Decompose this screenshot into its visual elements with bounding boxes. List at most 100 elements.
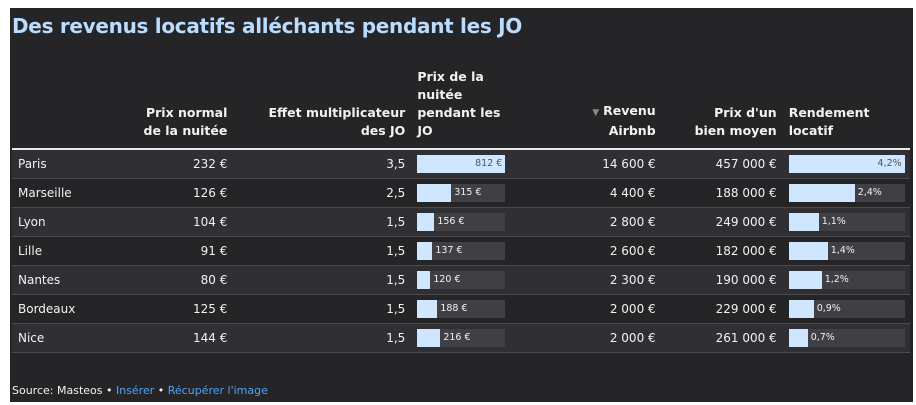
header-normal-price[interactable]: Prix normal de la nuitée: [127, 68, 234, 150]
header-yield[interactable]: Rendement locatif: [782, 68, 910, 150]
yield-label: 4,2%: [877, 157, 902, 169]
city-cell: Paris: [12, 149, 128, 179]
revenue-cell: 2 000 €: [550, 294, 662, 324]
jo-price: 188 €: [411, 294, 551, 324]
jo-price-track: 216 €: [417, 328, 506, 347]
header-city[interactable]: [12, 68, 128, 150]
jo-price: 315 €: [411, 178, 551, 208]
header-jo-price[interactable]: Prix de la nuitée pendant les JO: [411, 68, 551, 150]
yield-bar: [788, 154, 905, 173]
source-text: Source: Masteos: [12, 384, 103, 397]
footer-separator: •: [102, 384, 116, 397]
chart-title: Des revenus locatifs alléchants pendant …: [12, 14, 522, 38]
yield-track: 1,1%: [788, 212, 905, 231]
yield-bar: [788, 241, 828, 260]
yield-track: 1,4%: [788, 241, 905, 260]
yield: 1,4%: [782, 236, 910, 266]
multiplier-cell: 1,5: [233, 265, 412, 295]
sort-down-icon[interactable]: ▼: [592, 108, 600, 118]
yield: 1,2%: [782, 265, 910, 295]
download-image-link[interactable]: Récupérer l'image: [167, 384, 268, 397]
jo-price-track: 156 €: [417, 212, 506, 231]
normal-price-cell: 232 €: [127, 149, 234, 179]
jo-price-track: 315 €: [417, 183, 506, 202]
header-property-price[interactable]: Prix d'un bien moyen: [661, 68, 783, 150]
yield: 0,9%: [782, 294, 910, 324]
property-price-cell: 190 000 €: [661, 265, 783, 295]
jo-price: 812 €: [411, 149, 551, 179]
revenue-cell: 2 800 €: [550, 207, 662, 237]
header-revenue[interactable]: ▼ Revenu Airbnb: [550, 68, 662, 150]
yield-track: 4,2%: [788, 154, 905, 173]
city-cell: Lille: [12, 236, 128, 266]
yield-label: 1,4%: [830, 244, 855, 256]
jo-price: 216 €: [411, 323, 551, 353]
jo-price-track: 137 €: [417, 241, 506, 260]
yield-label: 0,7%: [810, 331, 835, 343]
yield-label: 2,4%: [857, 186, 882, 198]
normal-price-cell: 91 €: [127, 236, 234, 266]
jo-price-bar: [417, 328, 441, 347]
city-cell: Lyon: [12, 207, 128, 237]
data-table: Prix normal de la nuitée Effet multiplic…: [12, 68, 910, 353]
multiplier-cell: 1,5: [233, 294, 412, 324]
jo-price: 120 €: [411, 265, 551, 295]
yield-track: 2,4%: [788, 183, 905, 202]
table-row: Nantes 80 €1,5 120 € 2 300 €190 000 € 1,2%: [12, 265, 910, 295]
jo-price-label: 315 €: [454, 186, 482, 198]
table-row: Nice 144 €1,5 216 € 2 000 €261 000 € 0,7%: [12, 323, 910, 353]
normal-price-cell: 125 €: [127, 294, 234, 324]
jo-price-label: 216 €: [443, 331, 471, 343]
city-cell: Nice: [12, 323, 128, 353]
city-cell: Nantes: [12, 265, 128, 295]
jo-price-track: 120 €: [417, 270, 506, 289]
revenue-cell: 2 300 €: [550, 265, 662, 295]
table-row: Lille 91 €1,5 137 € 2 600 €182 000 € 1,4%: [12, 236, 910, 266]
property-price-cell: 188 000 €: [661, 178, 783, 208]
jo-price-bar: [417, 241, 433, 260]
yield: 0,7%: [782, 323, 910, 353]
yield-label: 1,2%: [824, 273, 849, 285]
yield-track: 1,2%: [788, 270, 905, 289]
yield: 1,1%: [782, 207, 910, 237]
table-row: Paris 232 €3,5 812 € 14 600 €457 000 € 4,2%: [12, 149, 910, 179]
yield-track: 0,7%: [788, 328, 905, 347]
yield-bar: [788, 299, 814, 318]
normal-price-cell: 126 €: [127, 178, 234, 208]
city-cell: Marseille: [12, 178, 128, 208]
multiplier-cell: 3,5: [233, 149, 412, 179]
city-cell: Bordeaux: [12, 294, 128, 324]
source-footer: Source: Masteos • Insérer • Récupérer l'…: [12, 384, 268, 397]
revenue-cell: 2 000 €: [550, 323, 662, 353]
jo-price-bar: [417, 183, 452, 202]
jo-price-label: 120 €: [433, 273, 461, 285]
normal-price-cell: 104 €: [127, 207, 234, 237]
jo-price-bar: [417, 299, 438, 318]
jo-price: 137 €: [411, 236, 551, 266]
table-row: Bordeaux 125 €1,5 188 € 2 000 €229 000 € 0,9…: [12, 294, 910, 324]
yield-bar: [788, 270, 822, 289]
yield: 4,2%: [782, 149, 910, 179]
property-price-cell: 457 000 €: [661, 149, 783, 179]
table-body: Paris 232 €3,5 812 € 14 600 €457 000 € 4,2% M…: [12, 149, 910, 353]
jo-price-bar: [417, 154, 506, 173]
header-multiplier[interactable]: Effet multiplicateur des JO: [233, 68, 412, 150]
yield-label: 1,1%: [821, 215, 846, 227]
yield-bar: [788, 328, 808, 347]
revenue-cell: 4 400 €: [550, 178, 662, 208]
insert-link[interactable]: Insérer: [115, 384, 155, 397]
yield-bar: [788, 183, 855, 202]
multiplier-cell: 2,5: [233, 178, 412, 208]
jo-price-bar: [417, 212, 435, 231]
table-row: Marseille 126 €2,5 315 € 4 400 €188 000 € 2,…: [12, 178, 910, 208]
yield-bar: [788, 212, 819, 231]
jo-price-label: 188 €: [440, 302, 468, 314]
jo-price-track: 812 €: [417, 154, 506, 173]
yield-track: 0,9%: [788, 299, 905, 318]
chart-frame: Des revenus locatifs alléchants pendant …: [10, 8, 913, 402]
jo-price: 156 €: [411, 207, 551, 237]
multiplier-cell: 1,5: [233, 236, 412, 266]
jo-price-label: 137 €: [435, 244, 463, 256]
normal-price-cell: 144 €: [127, 323, 234, 353]
property-price-cell: 249 000 €: [661, 207, 783, 237]
